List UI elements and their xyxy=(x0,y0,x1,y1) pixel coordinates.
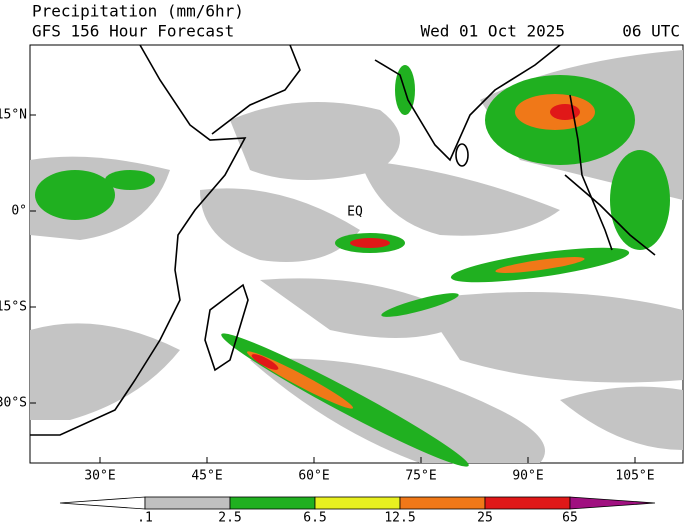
colorbar-label: 12.5 xyxy=(384,511,415,525)
lon-tick-label: 45°E xyxy=(191,469,222,484)
colorbar-segment xyxy=(399,496,486,510)
lon-tick-label: 75°E xyxy=(405,469,436,484)
colorbar-label: 25 xyxy=(477,511,493,525)
colorbar-segment xyxy=(484,496,571,510)
colorbar-segment xyxy=(144,496,231,510)
lat-tick-label: 30°S xyxy=(0,396,27,411)
coastlines xyxy=(30,44,656,436)
lon-tick-label: 90°E xyxy=(512,469,543,484)
title: Precipitation (mm/6hr) xyxy=(32,2,244,21)
valid-date: Wed 01 Oct 2025 xyxy=(421,22,566,41)
lat-tick-label: 0° xyxy=(11,204,27,219)
equator-label: EQ xyxy=(347,205,363,220)
lon-tick-label: 30°E xyxy=(84,469,115,484)
lon-tick-label: 60°E xyxy=(298,469,329,484)
lat-tick-label: 15°S xyxy=(0,300,27,315)
colorbar-label: 65 xyxy=(562,511,578,525)
map-area: EQ xyxy=(29,44,684,467)
colorbar-segment xyxy=(59,496,146,510)
colorbar-segment xyxy=(229,496,316,510)
colorbar-label: .1 xyxy=(137,511,153,525)
colorbar-label: 6.5 xyxy=(303,511,326,525)
colorbar-segment xyxy=(569,496,656,510)
subtitle: GFS 156 Hour Forecast xyxy=(32,22,234,41)
lon-tick-label: 105°E xyxy=(615,469,654,484)
lat-tick-label: 15°N xyxy=(0,108,27,123)
valid-time: 06 UTC xyxy=(622,22,680,41)
colorbar-segment xyxy=(314,496,401,510)
colorbar-label: 2.5 xyxy=(218,511,241,525)
